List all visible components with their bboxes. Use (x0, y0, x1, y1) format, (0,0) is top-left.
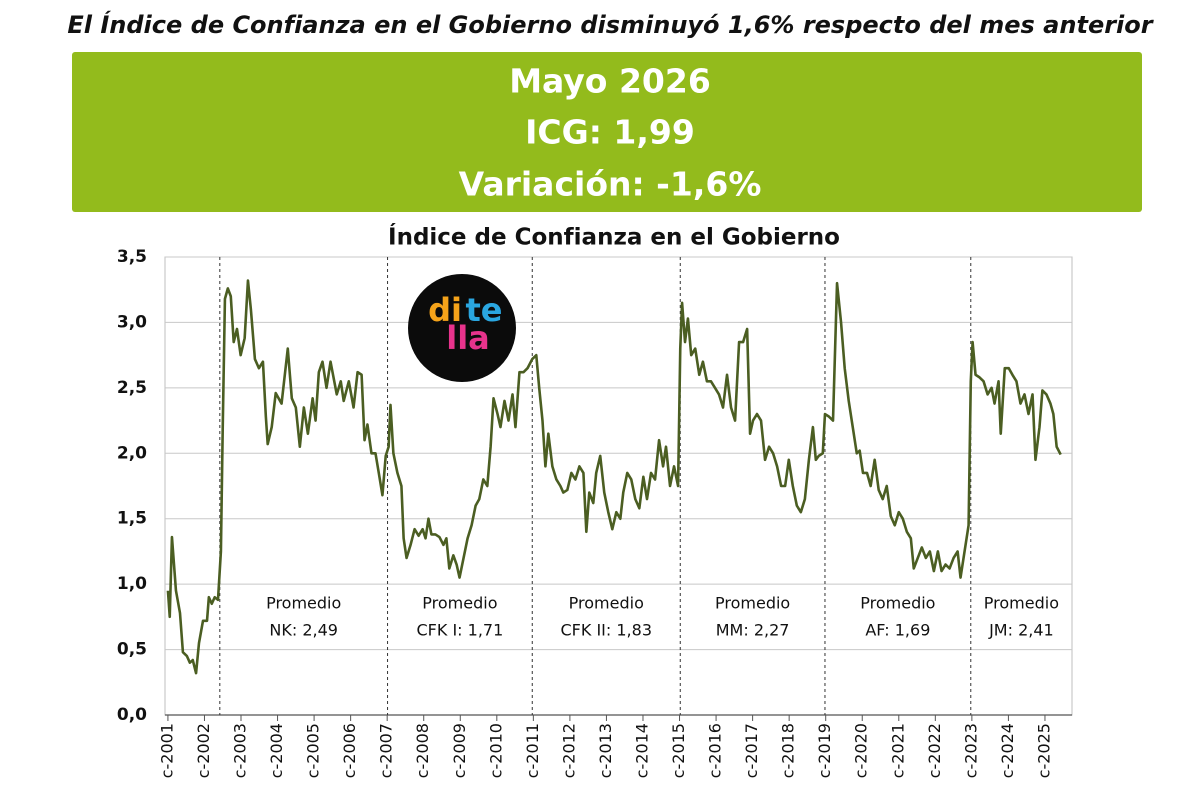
logo-text: lla (446, 319, 490, 357)
x-tick-label: c-2013 (596, 723, 615, 778)
annotation: Promedio (715, 594, 790, 613)
plot-area (164, 256, 1073, 716)
annotation: AF: 1,69 (865, 621, 930, 640)
annotation: Promedio (984, 594, 1059, 613)
y-tick-label: 0,0 (117, 705, 147, 725)
y-tick-label: 3,0 (117, 312, 147, 332)
annotation: Promedio (266, 594, 341, 613)
annotation: NK: 2,49 (269, 621, 338, 640)
banner-line: ICG: 1,99 (525, 113, 695, 152)
chart: 0,0 0,5 1,0 1,5 2,0 2,5 3,0 3,5 c-2001 c-2002 c-20… (117, 247, 1073, 778)
x-tick-label: c-2019 (815, 723, 834, 778)
x-tick-label: c-2021 (888, 723, 907, 778)
x-tick-label: c-2025 (1034, 723, 1053, 778)
y-tick-label: 1,0 (117, 574, 147, 594)
x-tick-label: c-2015 (669, 723, 688, 778)
y-tick-label: 1,5 (117, 509, 147, 529)
x-tick-label: c-2011 (523, 723, 542, 778)
y-tick-label: 2,5 (117, 378, 147, 398)
x-tick-label: c-2007 (377, 723, 396, 778)
logo-text: te (466, 291, 503, 329)
annotation: Promedio (422, 594, 497, 613)
annotation: CFK II: 1,83 (561, 621, 653, 640)
data-line (166, 279, 1062, 675)
x-tick-label: c-2017 (742, 723, 761, 778)
banner-line: Mayo 2026 (509, 62, 711, 101)
x-tick-label: c-2008 (413, 723, 432, 778)
x-tick-label: c-2003 (231, 723, 250, 778)
logo-circle (408, 274, 516, 382)
x-tick-label: c-2010 (486, 723, 505, 778)
annotation: Promedio (860, 594, 935, 613)
y-tick-label: 2,0 (117, 443, 147, 463)
y-tick-label: 0,5 (117, 640, 147, 660)
x-tick-label: c-2016 (706, 723, 725, 778)
y-tick-label: 3,5 (117, 247, 147, 267)
x-tick-label: c-2001 (157, 723, 176, 778)
x-tick-label: c-2002 (194, 723, 213, 778)
x-tick-label: c-2020 (852, 723, 871, 778)
annotation: CFK I: 1,71 (417, 621, 504, 640)
annotation: Promedio (569, 594, 644, 613)
logo-text: di (428, 291, 462, 329)
banner-line: Variación: -1,6% (459, 165, 762, 204)
annotation: MM: 2,27 (716, 621, 790, 640)
annotation: JM: 2,41 (988, 621, 1054, 640)
x-tick-label: c-2023 (961, 723, 980, 778)
x-tick-label: c-2022 (925, 723, 944, 778)
x-tick-label: c-2004 (267, 723, 286, 778)
banner (72, 52, 1142, 212)
x-tick-label: c-2009 (450, 723, 469, 778)
headline: El Índice de Confianza en el Gobierno di… (67, 10, 1154, 39)
chart-title: Índice de Confianza en el Gobierno (388, 223, 840, 251)
x-tick-label: c-2012 (559, 723, 578, 778)
x-tick-label: c-2014 (632, 723, 651, 778)
x-tick-label: c-2018 (779, 723, 798, 778)
x-tick-label: c-2024 (998, 723, 1017, 778)
x-tick-label: c-2005 (304, 723, 323, 778)
x-tick-label: c-2006 (340, 723, 359, 778)
